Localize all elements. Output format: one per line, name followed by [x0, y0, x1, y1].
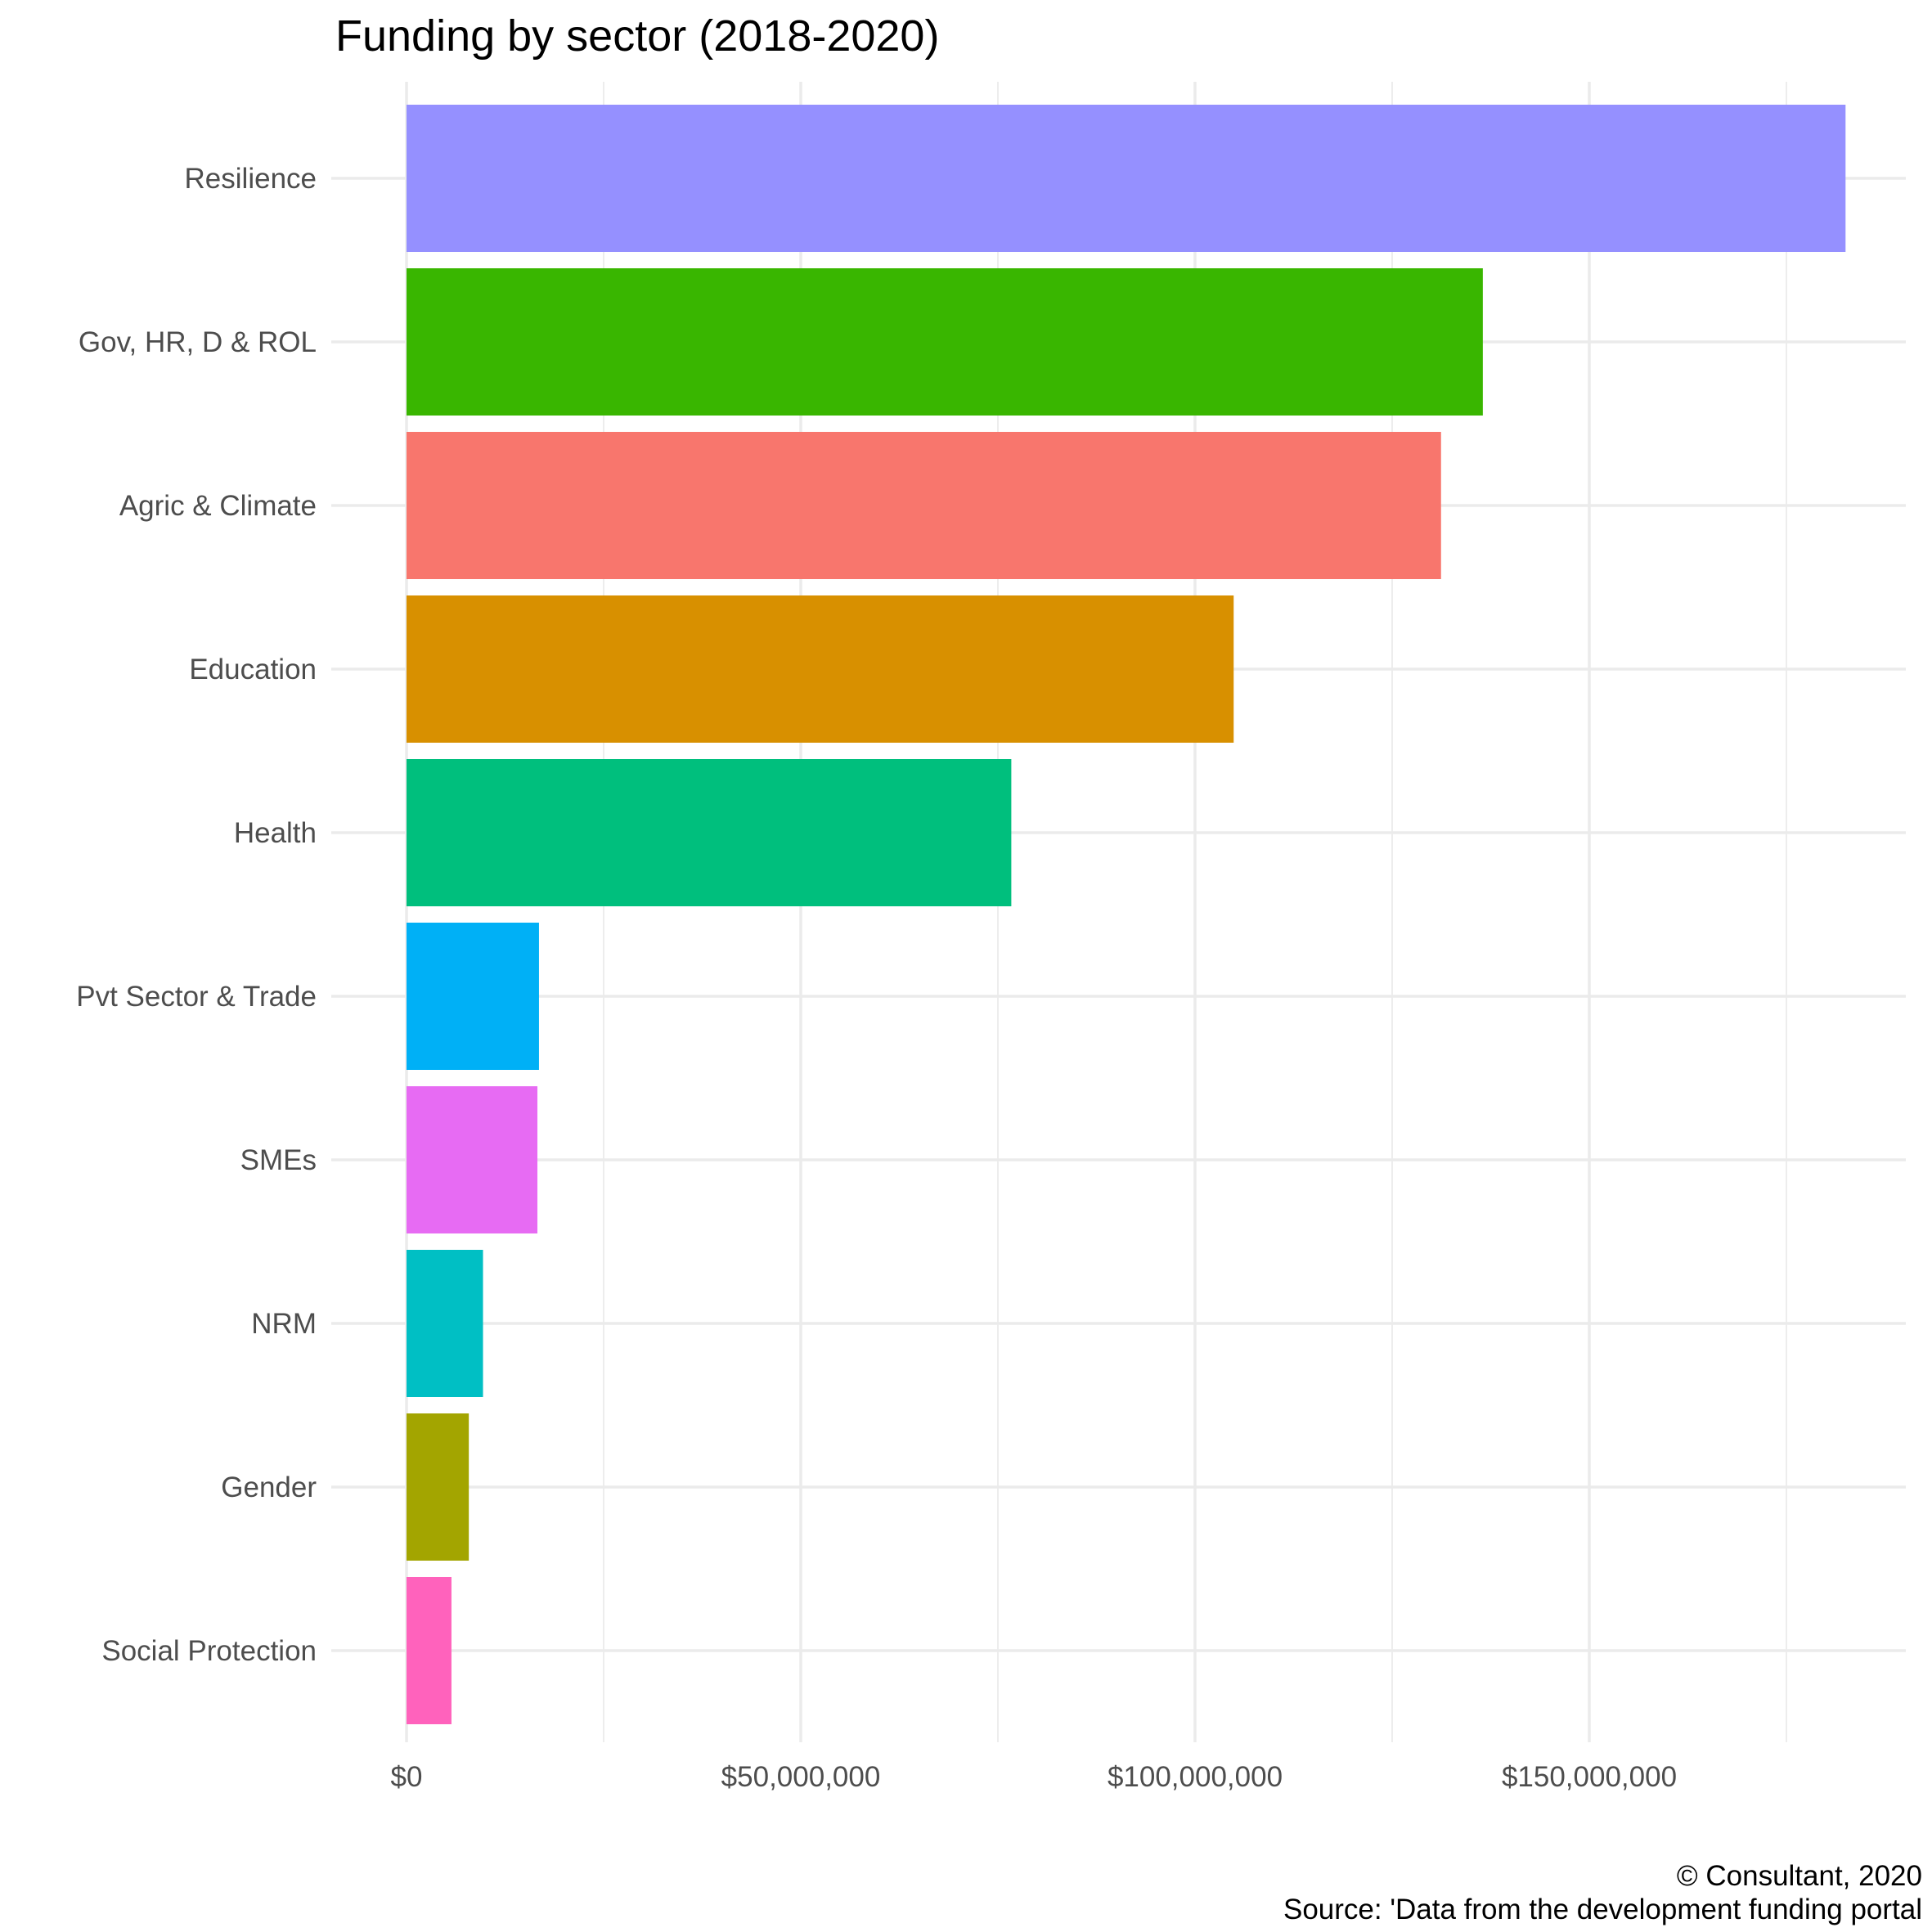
x-tick-label: $150,000,000 [1502, 1761, 1677, 1793]
x-axis-tick-labels: $0 $50,000,000 $100,000,000 $150,000,000 [391, 1761, 1678, 1793]
bar-gov-hr-d-rol [407, 268, 1483, 416]
bar-health [407, 759, 1012, 906]
x-tick-label: $50,000,000 [721, 1761, 881, 1793]
bar-agric-climate [407, 432, 1441, 579]
caption-copyright: © Consultant, 2020 [1677, 1860, 1922, 1892]
bar-social-protection [407, 1577, 452, 1724]
caption-source: Source: 'Data from the development fundi… [1283, 1894, 1922, 1925]
x-tick-label: $100,000,000 [1108, 1761, 1283, 1793]
bars [407, 105, 1846, 1724]
x-tick-label: $0 [391, 1761, 423, 1793]
bar-smes [407, 1086, 538, 1233]
y-tick-label: Pvt Sector & Trade [76, 981, 317, 1013]
y-tick-label: SMEs [240, 1144, 317, 1176]
bar-resilience [407, 105, 1846, 252]
y-tick-label: Gender [221, 1471, 317, 1503]
y-tick-label: Health [234, 817, 317, 849]
y-tick-label: Gov, HR, D & ROL [79, 326, 317, 358]
y-tick-label: NRM [251, 1308, 317, 1340]
y-tick-label: Agric & Climate [119, 490, 317, 522]
y-tick-label: Education [189, 654, 317, 685]
y-tick-label: Social Protection [101, 1635, 317, 1667]
bar-nrm [407, 1250, 483, 1397]
y-axis-tick-labels: Resilience Gov, HR, D & ROL Agric & Climat… [76, 163, 317, 1667]
y-tick-label: Resilience [185, 163, 317, 195]
chart-title: Funding by sector (2018-2020) [335, 11, 939, 61]
bar-pvt-sector-trade [407, 923, 539, 1070]
bar-gender [407, 1413, 470, 1561]
bar-education [407, 595, 1234, 743]
